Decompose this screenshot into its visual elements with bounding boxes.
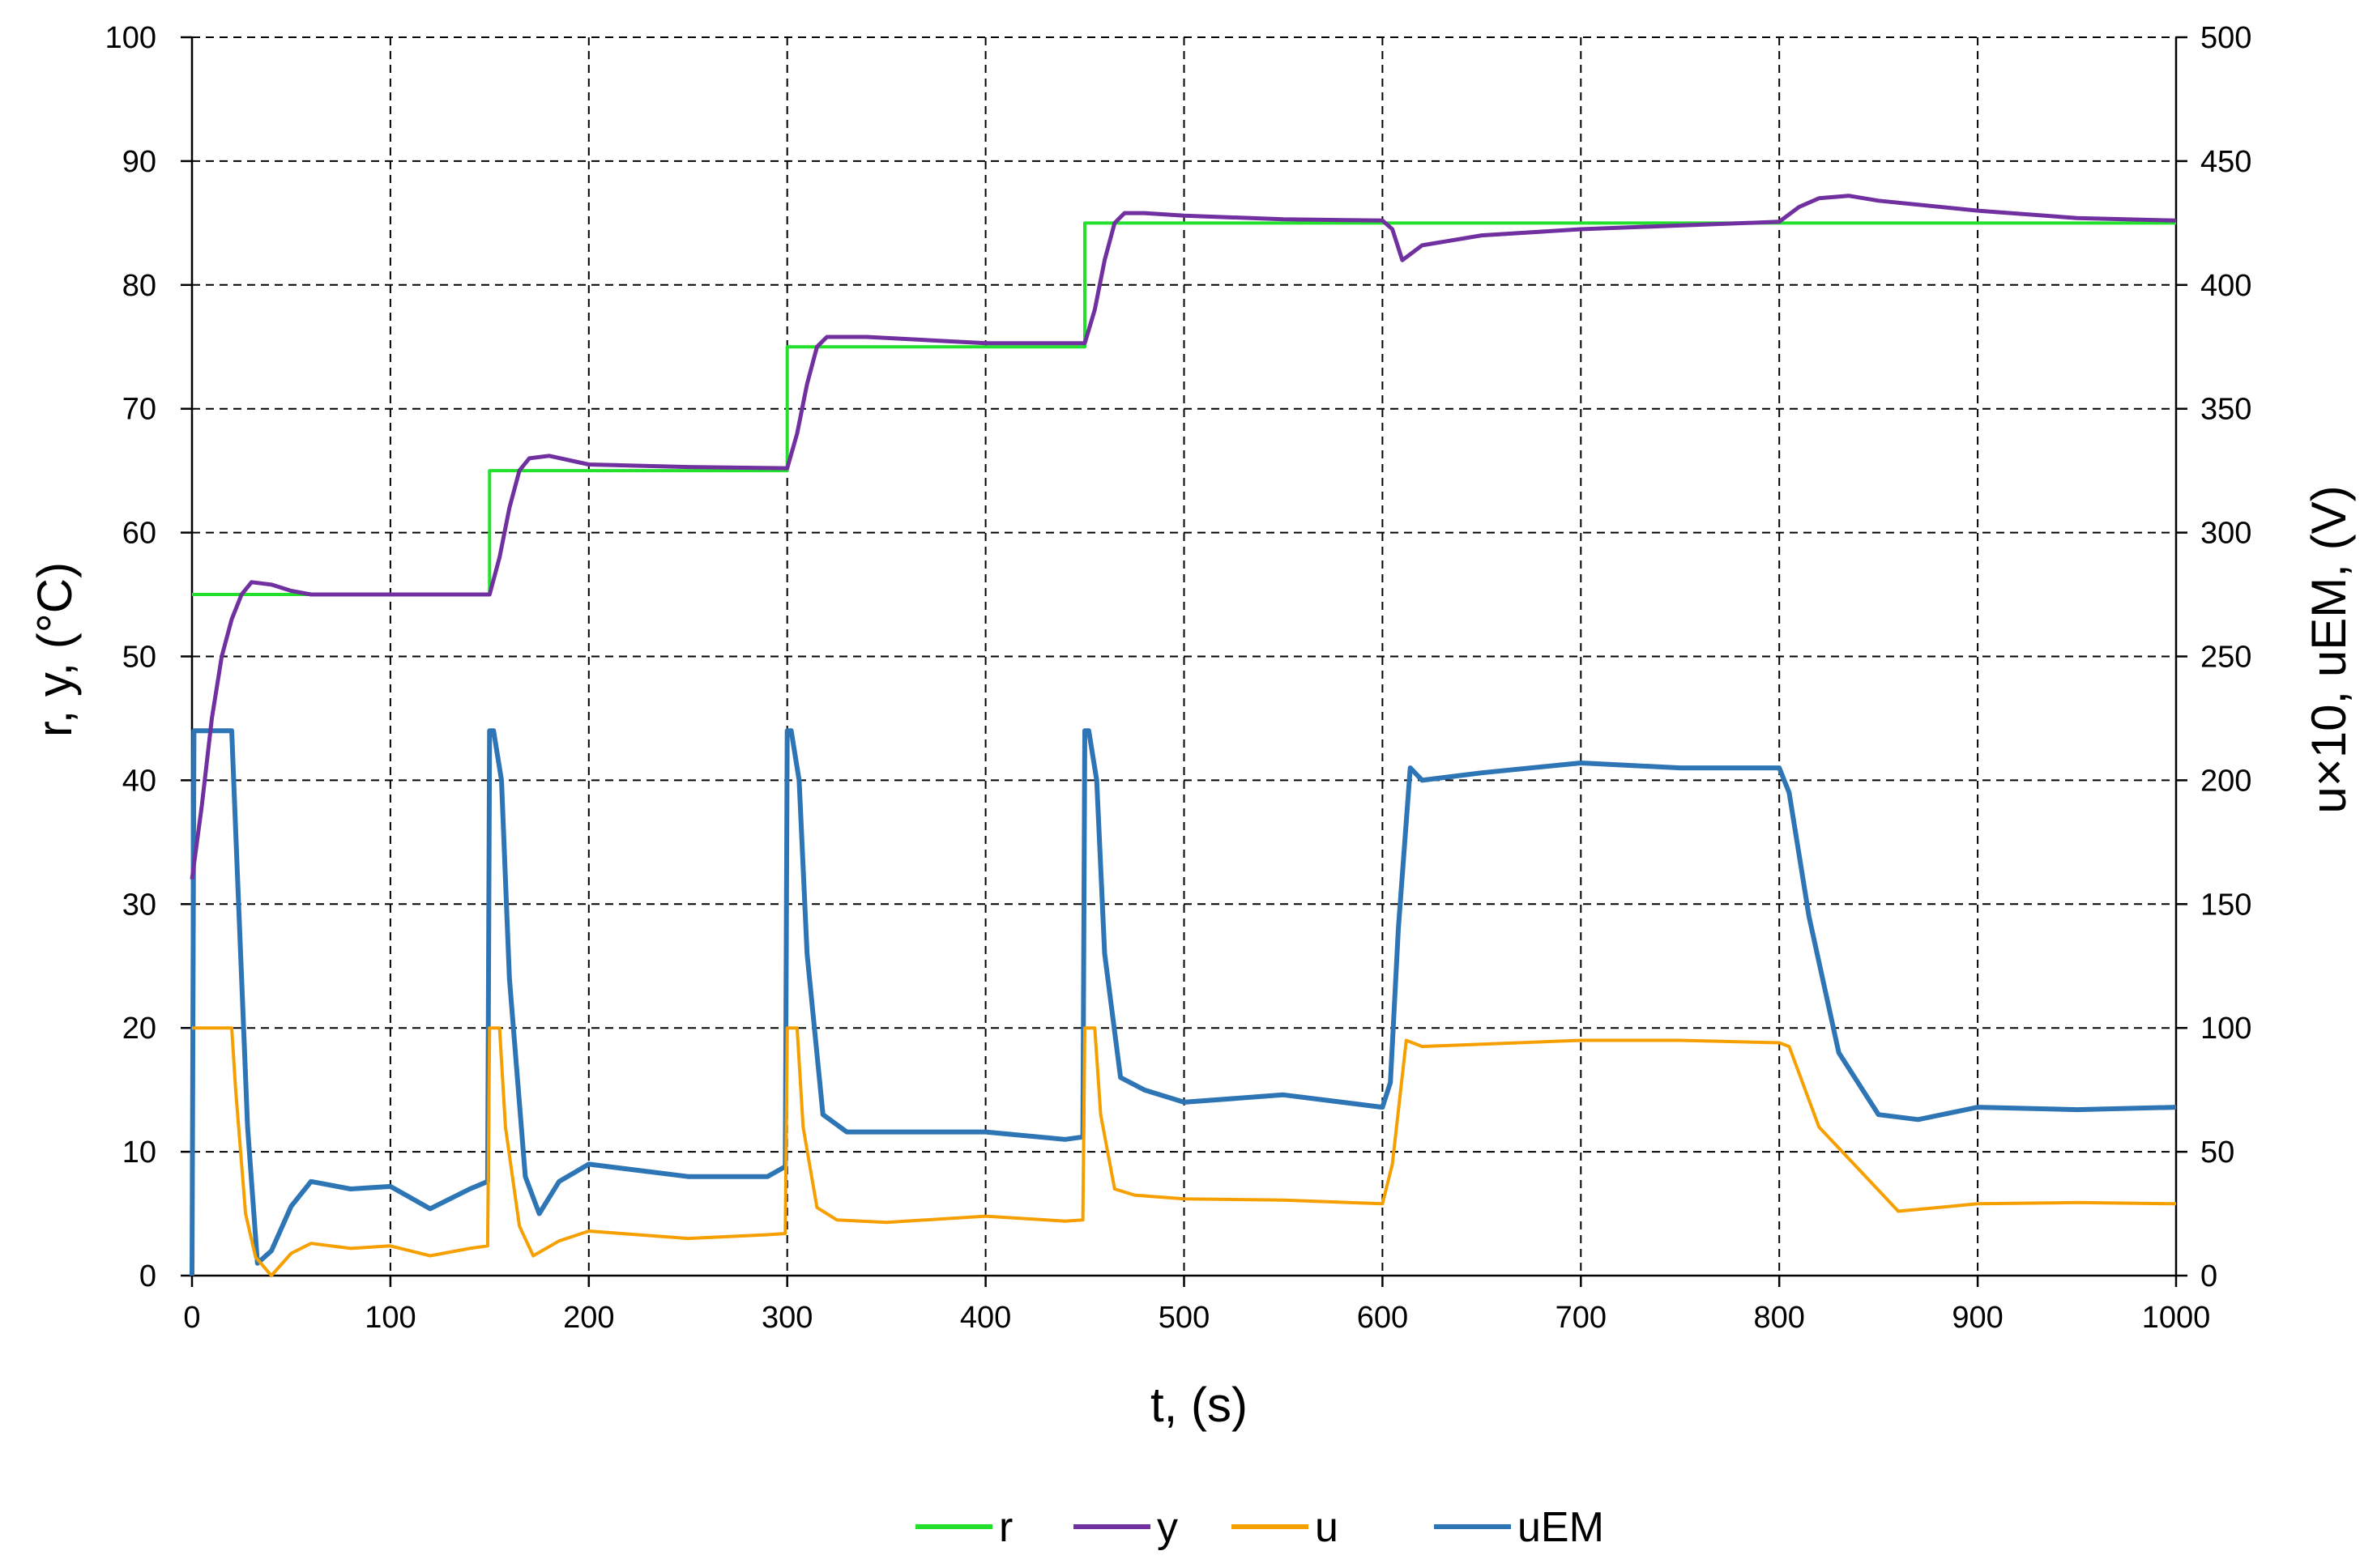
x-tick-label: 400 bbox=[960, 1301, 1011, 1335]
y-left-tick-label: 0 bbox=[139, 1259, 156, 1293]
series-line-u bbox=[192, 1026, 2177, 1277]
x-axis-title: t, (s) bbox=[1150, 1378, 1248, 1432]
series-line-y bbox=[190, 194, 2177, 880]
y-right-tick-label: 400 bbox=[2200, 269, 2251, 303]
legend-label-r: r bbox=[999, 1504, 1013, 1551]
legend-item-y: y bbox=[1073, 1504, 1178, 1551]
y-right-tick-label: 350 bbox=[2200, 393, 2251, 427]
x-tick-label: 200 bbox=[563, 1301, 614, 1335]
x-tick-label: 0 bbox=[183, 1301, 200, 1335]
y-left-tick-label: 60 bbox=[122, 517, 156, 551]
x-tick-label: 700 bbox=[1556, 1301, 1607, 1335]
y-right-tick-label: 200 bbox=[2200, 764, 2251, 798]
legend-label-u: u bbox=[1315, 1504, 1338, 1551]
legend-label-uEM: uEM bbox=[1517, 1504, 1604, 1551]
grid bbox=[192, 36, 2176, 1276]
tick-labels: 0 100 200 300 400 500 600 700 800 900 100001020304… bbox=[105, 21, 2252, 1335]
y-right-tick-label: 250 bbox=[2200, 641, 2251, 675]
series-lines bbox=[190, 194, 2177, 1277]
x-tick-label: 900 bbox=[1952, 1301, 2003, 1335]
legend: r y u uEM bbox=[915, 1504, 1604, 1551]
legend-item-r: r bbox=[915, 1504, 1013, 1551]
y-right-axis-title: u×10, uEM, (V) bbox=[2302, 485, 2356, 813]
legend-item-u: u bbox=[1231, 1504, 1338, 1551]
x-tick-label: 500 bbox=[1159, 1301, 1210, 1335]
series-line-uEM bbox=[190, 728, 2177, 1276]
legend-item-uEM: uEM bbox=[1434, 1504, 1604, 1551]
series-line-r bbox=[192, 221, 2176, 596]
x-tick-label: 800 bbox=[1753, 1301, 1804, 1335]
x-tick-label: 600 bbox=[1357, 1301, 1408, 1335]
y-left-tick-label: 50 bbox=[122, 641, 156, 675]
x-tick-label: 100 bbox=[365, 1301, 416, 1335]
y-right-tick-label: 150 bbox=[2200, 888, 2251, 922]
y-right-tick-label: 300 bbox=[2200, 517, 2251, 551]
y-left-tick-label: 30 bbox=[122, 888, 156, 922]
y-left-tick-label: 20 bbox=[122, 1012, 156, 1046]
y-right-tick-label: 0 bbox=[2200, 1259, 2217, 1293]
x-tick-label: 300 bbox=[762, 1301, 813, 1335]
y-right-tick-label: 50 bbox=[2200, 1136, 2234, 1170]
legend-label-y: y bbox=[1157, 1504, 1178, 1551]
y-left-tick-label: 40 bbox=[122, 764, 156, 798]
y-right-tick-label: 450 bbox=[2200, 145, 2251, 179]
y-left-tick-label: 80 bbox=[122, 269, 156, 303]
y-left-tick-label: 90 bbox=[122, 145, 156, 179]
y-left-axis-title: r, y, (°C) bbox=[28, 562, 82, 737]
y-left-tick-label: 10 bbox=[122, 1136, 156, 1170]
y-right-tick-label: 100 bbox=[2200, 1012, 2251, 1046]
y-left-tick-label: 70 bbox=[122, 393, 156, 427]
x-tick-label: 1000 bbox=[2142, 1301, 2211, 1335]
y-right-tick-label: 500 bbox=[2200, 21, 2251, 55]
y-left-tick-label: 100 bbox=[105, 21, 156, 55]
